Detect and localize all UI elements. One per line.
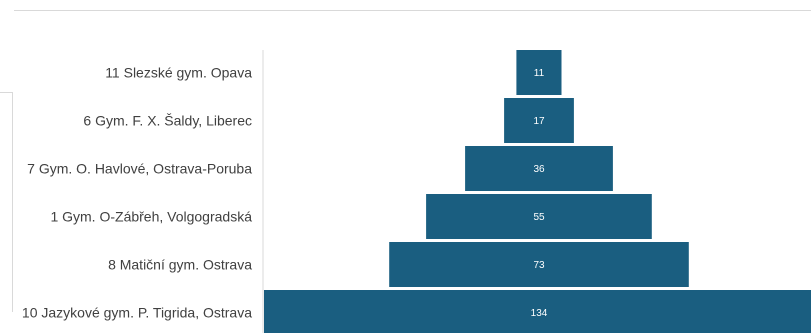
funnel-bar[interactable]	[465, 146, 613, 191]
funnel-bar[interactable]	[516, 50, 562, 95]
category-tick-label: 6 Gym. F. X. Šaldy, Liberec	[83, 113, 252, 129]
data-label: 55	[533, 212, 545, 223]
data-label: 36	[533, 164, 545, 175]
funnel-bar[interactable]	[504, 98, 574, 143]
chart-frame-bracket	[0, 92, 12, 93]
funnel-bar[interactable]	[264, 290, 811, 333]
funnel-bar[interactable]	[426, 194, 652, 239]
data-label: 73	[533, 260, 545, 271]
funnel-bar[interactable]	[389, 242, 689, 287]
category-tick-label: 11 Slezské gym. Opava	[105, 65, 252, 81]
category-tick-label: 10 Jazykové gym. P. Tigrida, Ostrava	[22, 305, 252, 321]
category-tick-label: 8 Matiční gym. Ostrava	[108, 257, 252, 273]
data-label: 134	[531, 308, 548, 319]
chart-frame-top	[14, 10, 811, 11]
chart-frame-left	[12, 92, 13, 312]
data-label: 11	[534, 68, 545, 79]
data-label: 17	[533, 116, 545, 127]
category-tick-label: 1 Gym. O-Zábřeh, Volgogradská	[50, 209, 252, 225]
category-tick-label: 7 Gym. O. Havlové, Ostrava-Poruba	[27, 161, 252, 177]
